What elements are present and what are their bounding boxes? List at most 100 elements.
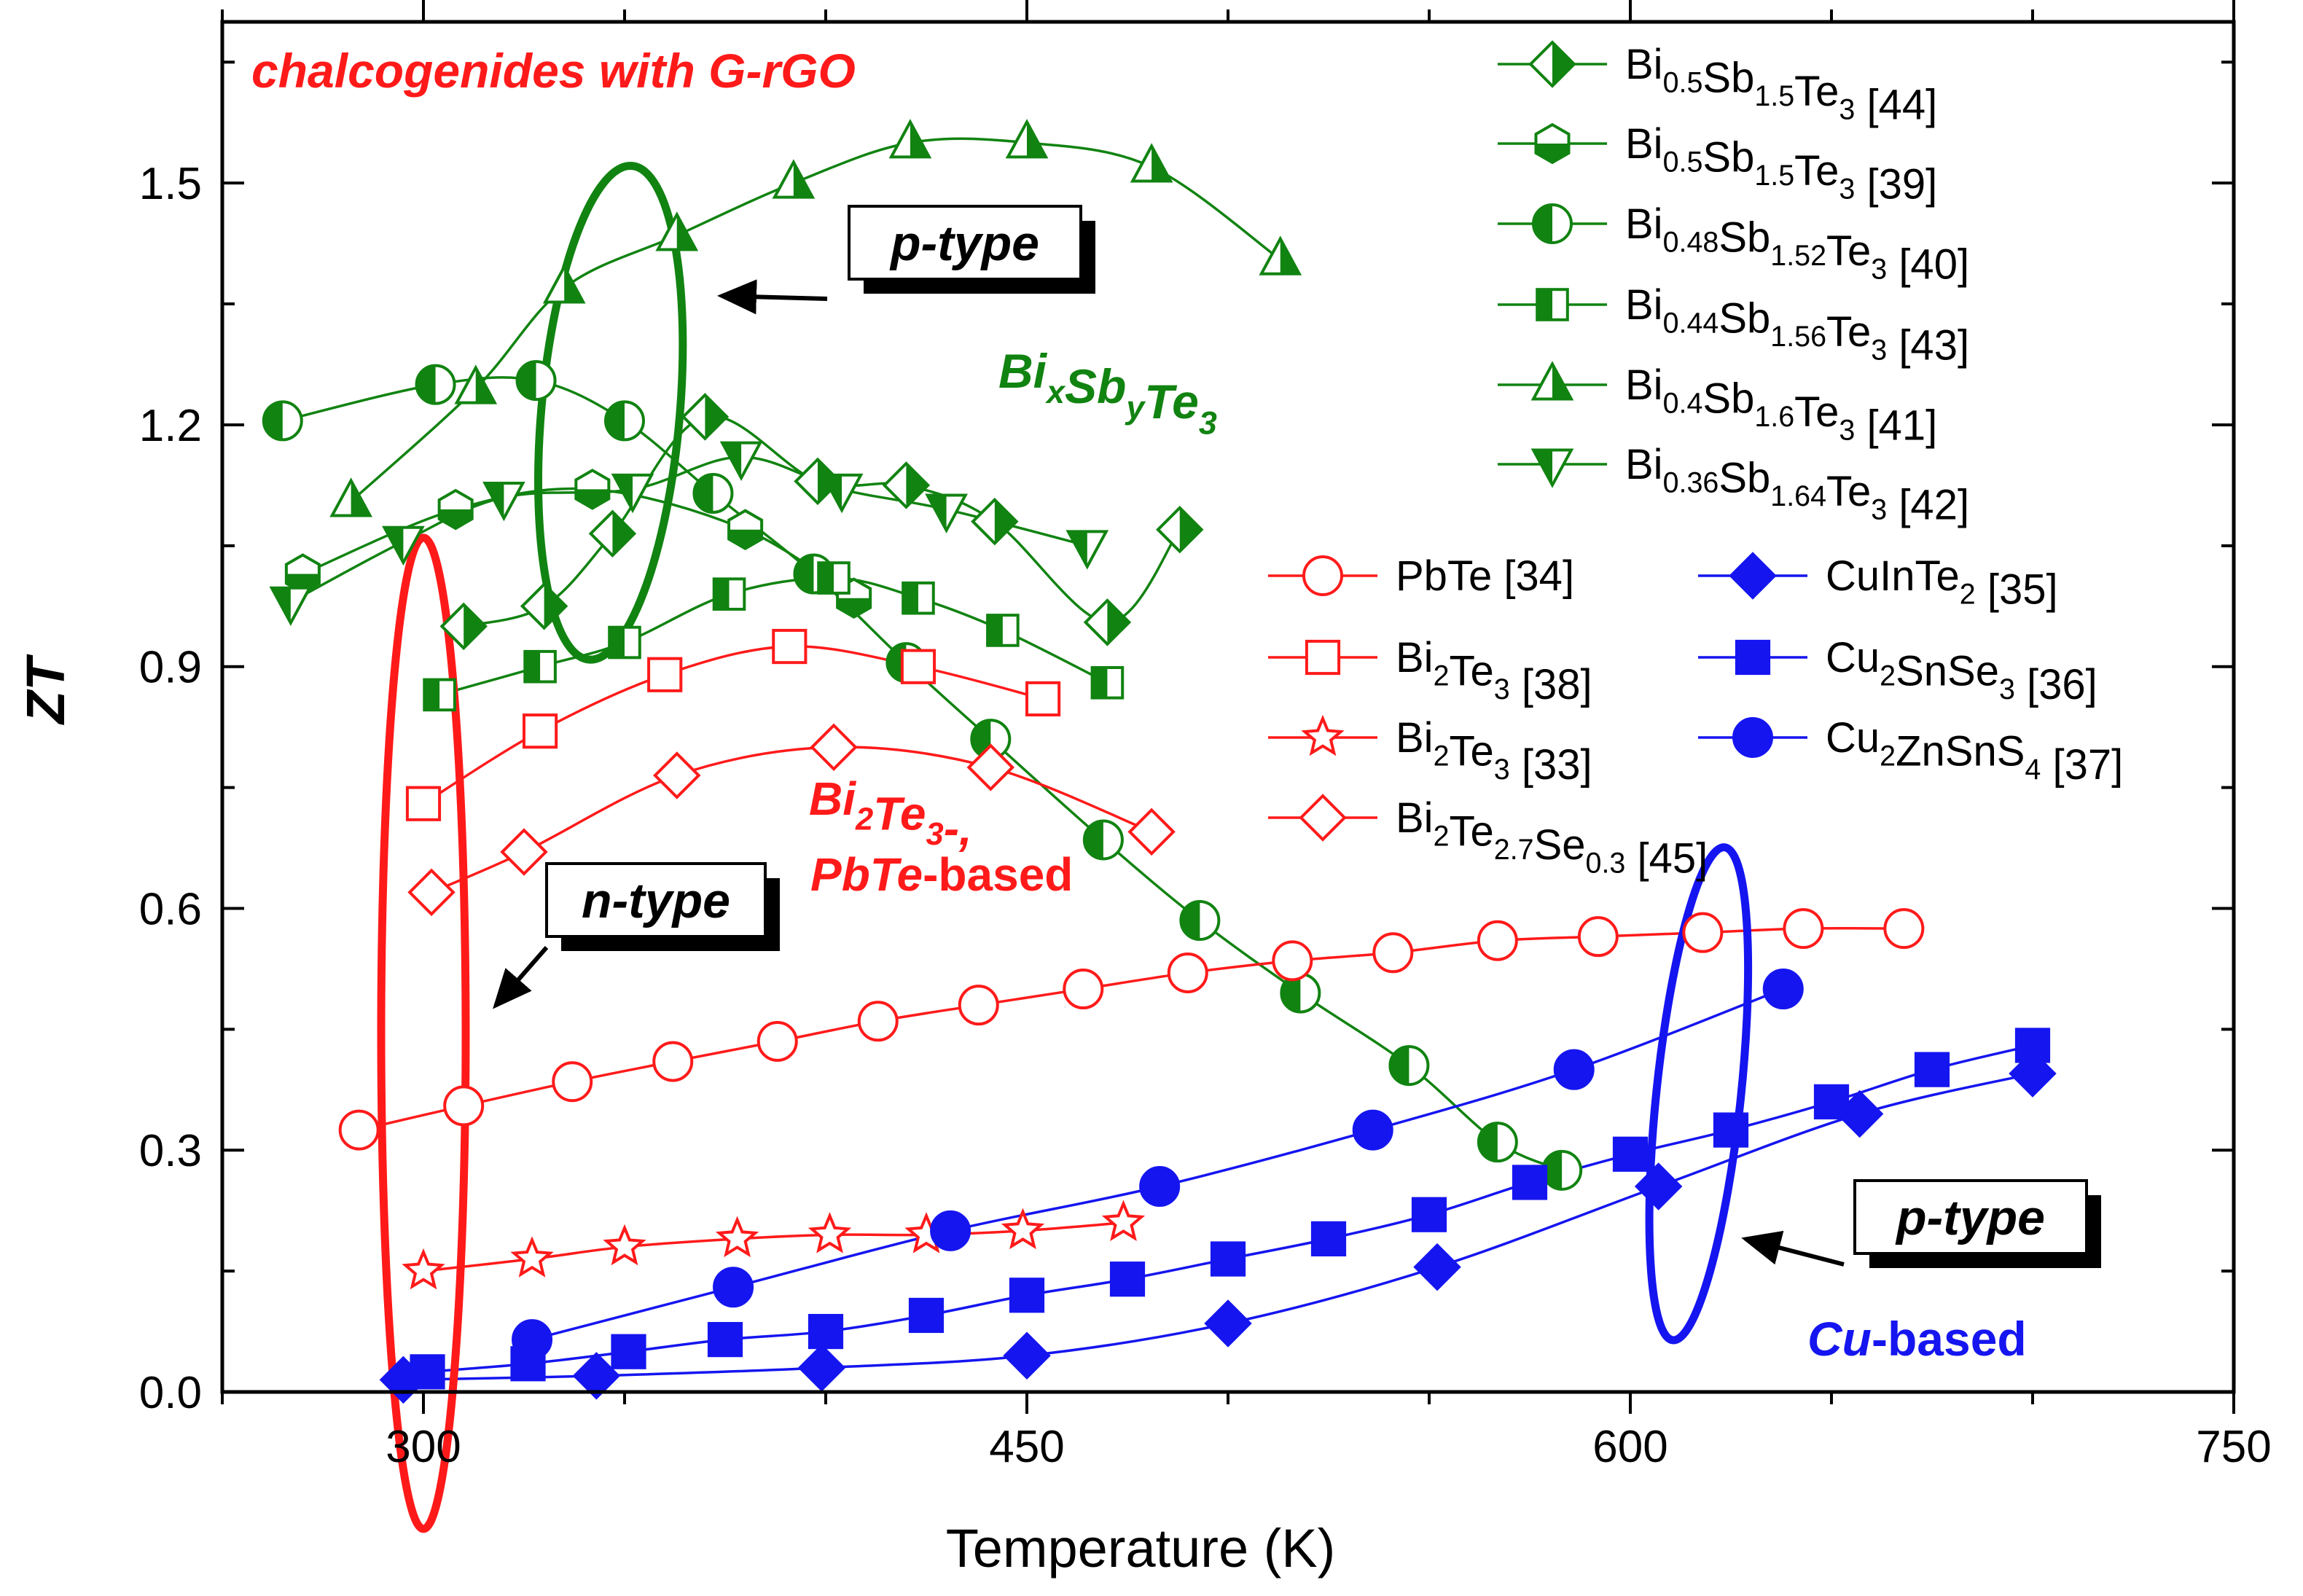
point-bt33 [715,1216,759,1258]
y-tick-label: 0.0 [139,1368,202,1418]
point-bst41 [772,159,816,199]
point-cite35 [797,1344,846,1392]
point-bst42 [382,525,425,566]
point-bts45 [966,743,1015,791]
legend-item-bst41: Bi0.4Sb1.6Te3 [41] [1498,361,1937,450]
point-pbte34 [552,1061,593,1103]
legend-label-bst44: Bi0.5Sb1.5Te3 [44] [1625,41,1937,129]
x-axis-title: Temperature (K) [946,1518,1336,1579]
legend-marker-bst43 [1536,288,1569,321]
point-bst44 [439,602,488,651]
y-axis-title: ZT [15,654,76,725]
point-bst40 [515,360,557,402]
legend-label-bt38: Bi2Te3 [38] [1396,634,1592,708]
y-tick-label: 0.6 [139,884,202,934]
point-cite35 [1413,1243,1461,1291]
legend-marker-cite35 [1729,552,1777,600]
point-bst44 [882,461,931,509]
point-bts45 [500,828,548,876]
point-bst42 [820,473,864,514]
legend-label-czts37: Cu2ZnSnS4 [37] [1826,714,2123,789]
point-bt38 [1025,681,1061,717]
legend-label-pbte34: PbTe [34] [1396,552,1574,600]
point-bst41 [1005,119,1049,159]
point-bst42 [611,473,654,514]
legend: Bi0.5Sb1.5Te3 [44]Bi0.5Sb1.5Te3 [39]Bi0.… [1268,40,2123,883]
point-bst43 [712,577,746,611]
legend-marker-bt33 [1301,714,1345,756]
legend-item-pbte34: PbTe [34] [1268,552,1574,600]
point-pbte34 [756,1020,798,1062]
p-type-bisbte-ellipse [534,162,687,664]
point-pbte34 [1577,916,1619,958]
point-cts36 [1411,1197,1447,1232]
point-bst42 [1066,530,1109,570]
point-czts37 [713,1267,754,1308]
point-pbte34 [1477,920,1518,961]
p-type-top-arrow [717,279,828,315]
legend-item-bst40: Bi0.48Sb1.52Te3 [40] [1498,200,1969,289]
legend-marker-bst39 [1534,122,1571,165]
point-czts37 [1139,1166,1181,1207]
point-bst43 [523,649,557,684]
x-tick-label: 300 [386,1422,461,1472]
point-pbte34 [1372,932,1414,974]
point-bts45 [407,868,455,917]
legend-item-bst39: Bi0.5Sb1.5Te3 [39] [1498,120,1937,208]
point-bst44 [971,497,1019,546]
point-bst40 [262,400,303,442]
point-cts36 [410,1354,445,1390]
point-bst42 [925,493,968,533]
point-cts36 [1310,1221,1347,1256]
curve-bst41 [350,137,1281,503]
point-pbte34 [443,1085,485,1127]
p-type-cu-ellipse [1645,843,1753,1345]
legend-marker-bst44 [1528,40,1576,88]
point-cts36 [2014,1028,2051,1063]
legend-label-bt33: Bi2Te3 [33] [1396,714,1592,789]
point-bst43 [902,581,935,615]
point-bst40 [692,472,734,514]
point-bt38 [647,657,683,692]
point-pbte34 [958,985,999,1026]
point-bt38 [405,786,442,821]
legend-label-bst39: Bi0.5Sb1.5Te3 [39] [1625,120,1937,208]
legend-label-bst42: Bi0.36Sb1.64Te3 [42] [1625,441,1969,529]
legend-marker-bt38 [1305,639,1341,676]
point-pbte34 [1783,908,1824,950]
point-bt33 [402,1248,445,1290]
point-bst41 [329,477,372,517]
point-bst42 [269,586,313,627]
point-bst43 [423,678,456,712]
legend-marker-bst41 [1530,361,1574,401]
legend-item-bst43: Bi0.44Sb1.56Te3 [43] [1498,281,1969,369]
curve-pbte34 [359,926,1904,1132]
legend-label-cts36: Cu2SnSe3 [36] [1826,634,2097,708]
point-bst40 [1082,819,1124,861]
point-bst40 [604,400,645,442]
chart-title: chalcogenides with G-rGO [251,44,856,98]
curve-bt38 [423,645,1044,805]
pbte-based-label: PbTe-based [810,848,1073,901]
point-cts36 [707,1322,743,1358]
point-pbte34 [857,1001,899,1042]
point-bst44 [588,509,637,558]
point-cts36 [1210,1241,1246,1277]
point-cts36 [1713,1112,1749,1148]
point-czts37 [1352,1109,1393,1151]
legend-marker-bst42 [1530,448,1574,488]
point-bts45 [653,751,701,799]
point-bst39 [574,469,611,510]
point-bt33 [808,1212,852,1253]
point-bst40 [1179,900,1221,942]
y-tick-label: 1.2 [139,401,202,451]
legend-item-czts37: Cu2ZnSnS4 [37] [1698,714,2123,789]
point-bt33 [603,1224,646,1266]
point-czts37 [512,1319,553,1361]
point-bst44 [681,393,730,441]
point-bt38 [772,628,808,665]
data-points [262,119,2057,1404]
legend-label-bst41: Bi0.4Sb1.6Te3 [41] [1625,361,1937,450]
point-bst44 [520,582,568,630]
